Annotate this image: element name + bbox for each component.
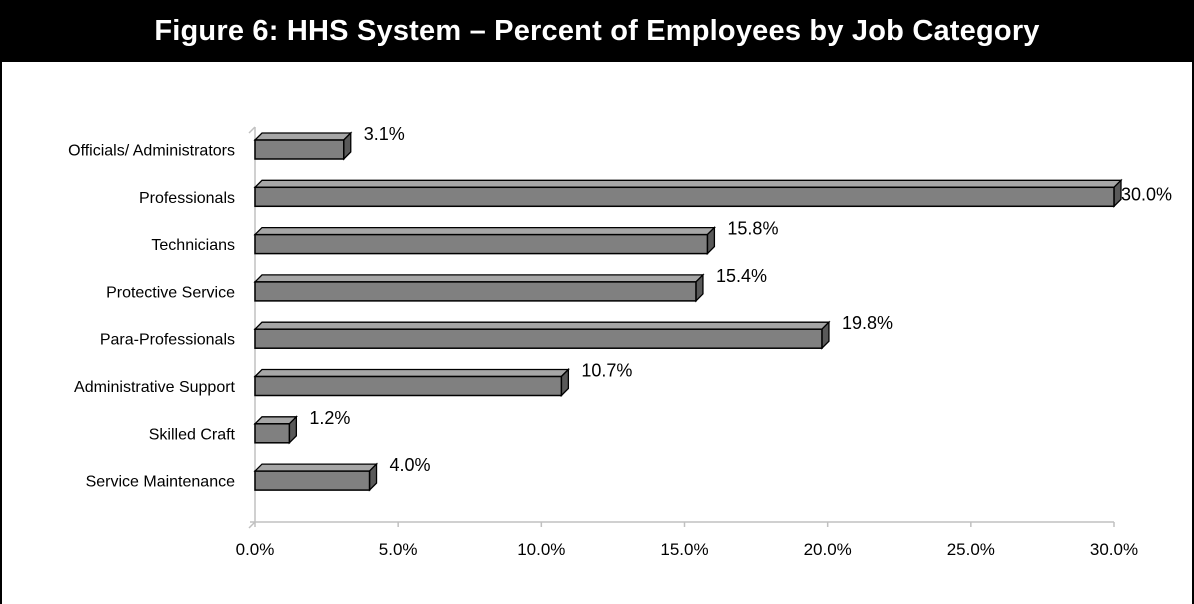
axis-corner xyxy=(248,521,256,529)
bar-front-face xyxy=(254,470,371,491)
category-label: Professionals xyxy=(139,190,235,207)
x-tick-label: 30.0% xyxy=(1090,540,1138,559)
axis-top-corner xyxy=(248,126,256,134)
category-label: Service Maintenance xyxy=(86,474,236,491)
category-label: Protective Service xyxy=(106,284,235,301)
data-label: 1.2% xyxy=(309,408,350,428)
category-label: Administrative Support xyxy=(74,379,236,396)
bar xyxy=(253,273,705,303)
data-label: 15.4% xyxy=(716,266,767,286)
bar xyxy=(253,367,570,398)
data-label: 4.0% xyxy=(390,455,431,475)
bar-front-face xyxy=(254,375,563,397)
bar-top-face xyxy=(253,179,1123,188)
category-label: Skilled Craft xyxy=(149,426,236,443)
x-tick-label: 15.0% xyxy=(660,540,708,559)
bar xyxy=(253,131,353,161)
bar-top-face xyxy=(253,368,570,378)
bar xyxy=(253,226,716,256)
bar-top-face xyxy=(253,463,379,472)
bar-top-face xyxy=(253,226,716,236)
x-tick-label: 0.0% xyxy=(236,540,275,559)
bar-front-face xyxy=(254,139,345,160)
category-label: Officials/ Administrators xyxy=(68,143,235,160)
data-label: 15.8% xyxy=(727,219,778,239)
bar xyxy=(253,320,831,350)
bar-front-face xyxy=(254,328,823,349)
bar-front-face xyxy=(254,423,291,444)
data-label: 19.8% xyxy=(842,313,893,333)
data-label: 10.7% xyxy=(581,361,632,381)
x-tick-label: 25.0% xyxy=(947,540,995,559)
bar-top-face xyxy=(253,321,831,330)
bar-top-face xyxy=(253,132,353,141)
data-label: 30.0% xyxy=(1121,184,1172,204)
chart-title: Figure 6: HHS System – Percent of Employ… xyxy=(2,0,1192,62)
bar xyxy=(253,178,1123,208)
category-label: Technicians xyxy=(151,237,235,254)
x-tick-label: 10.0% xyxy=(517,540,565,559)
chart-bars xyxy=(253,131,1123,492)
bar xyxy=(253,462,379,492)
chart-labels: Officials/ Administrators 3.1% Professiona… xyxy=(68,124,1172,491)
bar xyxy=(253,415,298,445)
x-tick-label: 5.0% xyxy=(379,540,418,559)
chart-axes: 0.0% 5.0% 10.0% 15.0% 20.0% 25.0% 30.0% xyxy=(236,126,1138,559)
bar-front-face xyxy=(254,186,1115,208)
bar-top-face xyxy=(253,274,705,283)
data-label: 3.1% xyxy=(364,124,405,144)
bar-front-face xyxy=(254,233,709,255)
x-tick-label: 20.0% xyxy=(804,540,852,559)
bar-chart: 0.0% 5.0% 10.0% 15.0% 20.0% 25.0% 30.0% Offici… xyxy=(68,124,1172,559)
category-label: Para-Professionals xyxy=(100,332,235,349)
bar-front-face xyxy=(254,281,697,302)
